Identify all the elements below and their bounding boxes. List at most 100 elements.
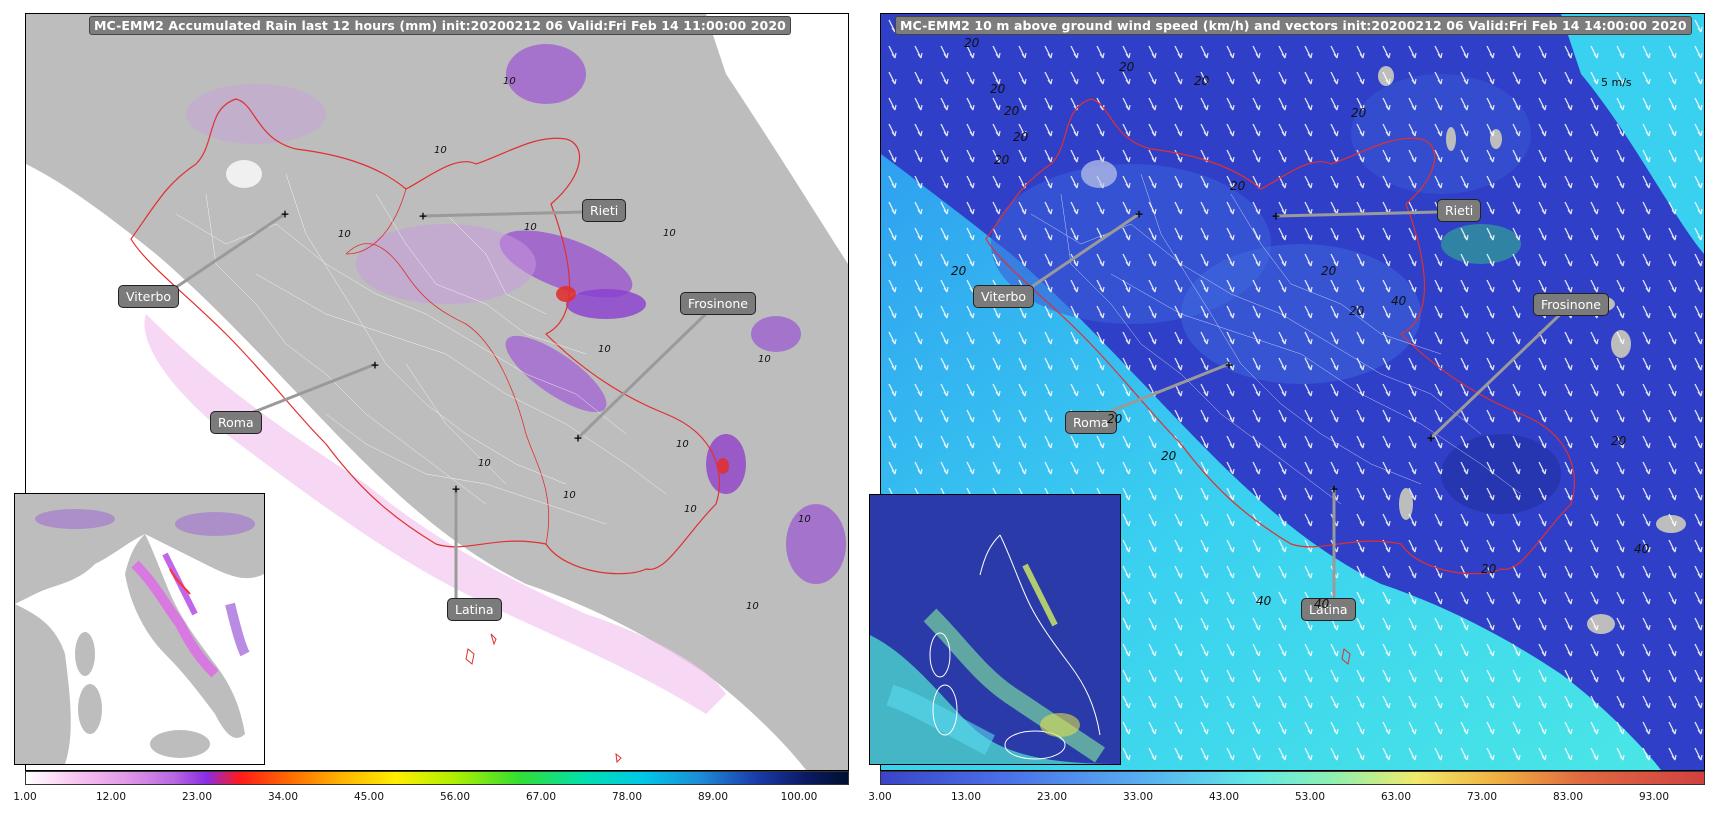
frosinone-marker: + — [573, 431, 583, 445]
contour-label: 10 — [434, 145, 447, 156]
rain-cell-max — [717, 458, 729, 474]
rieti-marker: + — [418, 209, 428, 223]
rain-colorbar-tick: 67.00 — [525, 791, 557, 803]
contour-label: 10 — [676, 439, 689, 450]
contour-label: 10 — [598, 344, 611, 355]
rain-inset-canvas — [15, 494, 264, 764]
rain-cell — [186, 84, 326, 144]
wind-contour-label: 20 — [994, 153, 1010, 167]
snow-patch — [226, 160, 262, 188]
rain-cell — [506, 44, 586, 104]
wind-contour-label: 40 — [1391, 294, 1407, 308]
rain-colorbar-tick: 12.00 — [95, 791, 127, 803]
rain-map-title: MC-EMM2 Accumulated Rain last 12 hours (… — [89, 16, 791, 35]
rain-colorbar-tick: 45.00 — [353, 791, 385, 803]
viterbo-marker: + — [280, 207, 290, 221]
wind-vector-key: 5 m/s — [1601, 76, 1632, 89]
wind-colorbar-tick: 93.00 — [1638, 791, 1670, 803]
wind-inset-canvas — [870, 495, 1120, 764]
adriatic-sea — [706, 14, 848, 264]
wind-contour-label: 20 — [951, 264, 967, 278]
wind-contour-label: 20 — [1481, 562, 1497, 576]
wind-contour-label: 20 — [1230, 179, 1246, 193]
wind-contour-label: 20 — [1349, 304, 1365, 318]
wind-colorbar-tick: 73.00 — [1466, 791, 1498, 803]
wind-contour-label: 40 — [1634, 542, 1650, 556]
rain-cell-max — [556, 286, 576, 302]
wind-colorbar-tick: 33.00 — [1122, 791, 1154, 803]
province-borders — [345, 188, 550, 545]
rain-colorbar-tick: 34.00 — [267, 791, 299, 803]
city-label-roma: Roma — [1065, 411, 1117, 434]
rain-colorbar-tick: 56.00 — [439, 791, 471, 803]
wind-colorbar-tick: 23.00 — [1036, 791, 1068, 803]
wind-map-title: MC-EMM2 10 m above ground wind speed (km… — [895, 16, 1692, 35]
contour-label: 10 — [798, 514, 811, 525]
frosinone-marker: + — [1426, 431, 1436, 445]
rain-cell — [356, 224, 536, 304]
wind-contour-label: 20 — [1107, 412, 1123, 426]
lazio-region-border — [985, 98, 1576, 575]
roma-marker: + — [370, 358, 380, 372]
wind-contour-label: 20 — [1013, 130, 1029, 144]
contour-label: 10 — [563, 490, 576, 501]
wind-contour-label: 20 — [1611, 434, 1627, 448]
rain-colorbar-tick: 100.00 — [780, 791, 818, 803]
ponza-islands — [465, 633, 622, 764]
wind-colorbar-tick: 13.00 — [950, 791, 982, 803]
city-label-frosinone: Frosinone — [680, 292, 756, 315]
rieti-marker: + — [1271, 209, 1281, 223]
city-label-rieti: Rieti — [1437, 199, 1482, 222]
rain-colorbar — [25, 771, 849, 785]
city-label-latina: Latina — [1301, 598, 1356, 621]
roma-marker: + — [1224, 358, 1234, 372]
wind-contour-label: 20 — [1119, 60, 1135, 74]
city-label-rieti: Rieti — [582, 199, 627, 222]
wind-inset-italy — [869, 494, 1121, 765]
city-label-viterbo: Viterbo — [118, 285, 180, 308]
city-label-viterbo: Viterbo — [973, 285, 1035, 308]
wind-colorbar-tick: 53.00 — [1294, 791, 1326, 803]
rain-colorbar-tick: 23.00 — [181, 791, 213, 803]
rain-cell — [566, 289, 646, 319]
contour-label: 10 — [478, 458, 491, 469]
wind-contour-label: 20 — [1194, 74, 1210, 88]
municipal-borders — [1030, 173, 1522, 505]
latina-marker: + — [1329, 482, 1339, 496]
contour-label: 10 — [503, 76, 516, 87]
wind-contour-label: 40 — [1314, 597, 1330, 611]
wind-contour-label: 20 — [1004, 104, 1020, 118]
wind-contour-label: 20 — [964, 36, 980, 50]
rain-cell — [505, 335, 607, 413]
wind-contour-label: 40 — [1256, 594, 1272, 608]
rain-cell — [499, 230, 633, 298]
contour-label: 10 — [758, 354, 771, 365]
contour-label: 10 — [524, 222, 537, 233]
contour-label: 10 — [684, 504, 697, 515]
city-leader-lines — [165, 210, 718, 604]
contour-label: 10 — [746, 601, 759, 612]
ponza-islands — [1341, 648, 1351, 665]
contour-label: 10 — [338, 229, 351, 240]
lazio-region-border — [130, 98, 721, 575]
rain-cell — [751, 316, 801, 352]
wind-contour-label: 20 — [1321, 264, 1337, 278]
viterbo-marker: + — [1134, 207, 1144, 221]
rain-inset-italy — [14, 493, 265, 765]
wind-contour-label: 20 — [1351, 106, 1367, 120]
wind-contour-label: 20 — [990, 82, 1006, 96]
wind-colorbar-tick: 63.00 — [1380, 791, 1412, 803]
rain-coastal-band — [144, 314, 726, 714]
wind-colorbar-tick: 3.00 — [868, 791, 892, 803]
city-label-roma: Roma — [210, 411, 262, 434]
city-label-frosinone: Frosinone — [1533, 293, 1609, 316]
city-leader-lines — [1020, 210, 1573, 604]
municipal-borders — [175, 173, 667, 525]
wind-colorbar — [880, 771, 1705, 785]
latina-marker: + — [451, 482, 461, 496]
contour-label: 10 — [663, 228, 676, 239]
rain-cell — [786, 504, 846, 584]
wind-contour-label: 20 — [1161, 449, 1177, 463]
wind-colorbar-tick: 83.00 — [1552, 791, 1584, 803]
rain-colorbar-tick: 89.00 — [697, 791, 729, 803]
